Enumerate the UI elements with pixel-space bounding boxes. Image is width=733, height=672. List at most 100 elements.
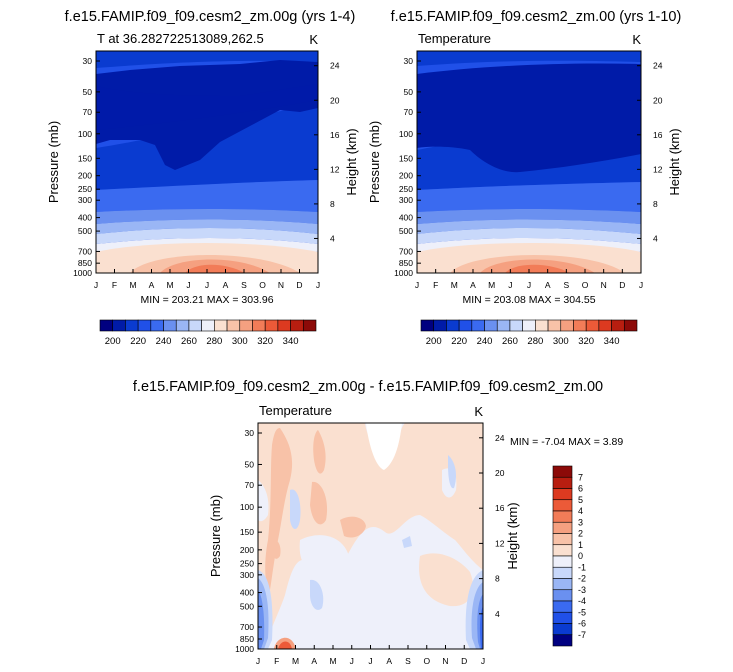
colorbar-label: 320 (257, 336, 273, 347)
panel-2-stats: MIN = 203.08 MAX = 304.55 (462, 294, 595, 306)
y-tick-label: 1000 (394, 268, 413, 278)
colorbar-swatch (552, 555, 573, 568)
panel-2-title: f.e15.FAMIP.f09_f09.cesm2_zm.00 (yrs 1-1… (391, 9, 682, 25)
colorbar-swatch (552, 578, 573, 591)
y-tick-label: 500 (78, 226, 92, 236)
y-tick-label: 30 (245, 428, 255, 438)
y-tick-label: 1000 (235, 644, 254, 654)
colorbar-label: 280 (527, 336, 543, 347)
x-tick-label: N (601, 280, 607, 290)
y-tick-label: 200 (399, 171, 413, 181)
x-tick-label: J (527, 280, 531, 290)
x-tick-label: O (582, 280, 589, 290)
x-tick-label: J (256, 656, 260, 666)
colorbar-swatch (163, 319, 177, 332)
colorbar-swatch (471, 319, 485, 332)
colorbar-swatch (458, 319, 473, 332)
colorbar-swatch (420, 319, 435, 332)
y-tick-label: 500 (399, 226, 413, 236)
colorbar-swatch (623, 319, 638, 332)
y-right-tick-label: 8 (495, 574, 500, 584)
x-tick-label: D (619, 280, 625, 290)
panel-3-stats: MIN = -7.04 MAX = 3.89 (510, 436, 623, 448)
x-tick-label: S (563, 280, 569, 290)
colorbar-label: 0 (578, 551, 583, 561)
colorbar-swatch (552, 611, 573, 624)
colorbar-swatch (552, 600, 573, 613)
colorbar-swatch (552, 544, 573, 557)
y-tick-label: 400 (240, 588, 254, 598)
colorbar-swatch (496, 319, 511, 332)
x-tick-label: J (508, 280, 512, 290)
colorbar-swatch (239, 319, 253, 332)
y-tick-label: 200 (240, 545, 254, 555)
colorbar-label: 300 (553, 336, 569, 347)
colorbar-label: 200 (426, 336, 442, 347)
colorbar-swatch (552, 521, 573, 534)
colorbar-label: 260 (181, 336, 197, 347)
colorbar-label: 340 (604, 336, 620, 347)
colorbar-label: -2 (578, 574, 586, 584)
colorbar-label: 260 (502, 336, 518, 347)
colorbar-swatch (547, 319, 562, 332)
x-tick-label: M (329, 656, 336, 666)
panel-3-left-label: Temperature (259, 403, 332, 418)
x-tick-label: D (461, 656, 467, 666)
y-tick-label: 850 (78, 258, 92, 268)
colorbar-swatch (552, 499, 573, 512)
y-right-tick-label: 4 (653, 233, 658, 243)
x-tick-label: O (423, 656, 430, 666)
colorbar-label: 280 (206, 336, 222, 347)
colorbar-swatch (150, 319, 164, 332)
x-tick-label: A (149, 280, 155, 290)
x-tick-label: J (316, 280, 320, 290)
panel-2-ylabel-right: Height (km) (667, 128, 682, 195)
x-tick-label: F (274, 656, 279, 666)
y-tick-label: 50 (83, 87, 93, 97)
y-tick-label: 300 (78, 195, 92, 205)
panel-3: f.e15.FAMIP.f09_f09.cesm2_zm.00g - f.e15… (133, 379, 623, 666)
colorbar-label: 1 (578, 540, 583, 550)
colorbar-swatch (535, 319, 549, 332)
colorbar-label: 200 (105, 336, 121, 347)
y-tick-label: 700 (78, 246, 92, 256)
y-right-tick-label: 24 (330, 61, 340, 71)
y-tick-label: 200 (78, 171, 92, 181)
colorbar-label: 5 (578, 495, 583, 505)
colorbar-swatch (226, 319, 241, 332)
colorbar-swatch (560, 319, 574, 332)
colorbar-label: -1 (578, 562, 586, 572)
y-right-tick-label: 4 (330, 233, 335, 243)
panel-3-units: K (474, 404, 483, 419)
colorbar-swatch (188, 319, 202, 332)
y-tick-label: 70 (404, 107, 414, 117)
y-tick-label: 100 (399, 129, 413, 139)
colorbar-swatch (99, 319, 114, 332)
x-tick-label: M (129, 280, 136, 290)
colorbar-swatch (252, 319, 266, 332)
colorbar-swatch (201, 319, 215, 332)
colorbar-swatch (137, 319, 152, 332)
y-right-tick-label: 24 (653, 61, 663, 71)
y-right-tick-label: 4 (495, 609, 500, 619)
x-tick-label: J (639, 280, 643, 290)
y-right-tick-label: 12 (330, 164, 340, 174)
colorbar-swatch (552, 465, 573, 478)
y-right-tick-label: 24 (495, 433, 505, 443)
panel-3-title: f.e15.FAMIP.f09_f09.cesm2_zm.00g - f.e15… (133, 379, 603, 395)
y-tick-label: 700 (399, 246, 413, 256)
colorbar-swatch (125, 319, 139, 332)
colorbar-swatch (598, 319, 612, 332)
colorbar-swatch (302, 319, 317, 332)
panel-2-contours (417, 51, 641, 273)
colorbar-swatch (433, 319, 447, 332)
panel-2: f.e15.FAMIP.f09_f09.cesm2_zm.00 (yrs 1-1… (367, 9, 682, 306)
colorbar-right: 200 220 240 260 280 300 320 340 (420, 319, 638, 347)
panel-3-y-right-ticks: 24 20 16 12 8 4 (479, 433, 505, 619)
y-right-tick-label: 12 (495, 538, 505, 548)
colorbar-swatch (277, 319, 291, 332)
panel-1-title: f.e15.FAMIP.f09_f09.cesm2_zm.00g (yrs 1-… (65, 9, 356, 25)
